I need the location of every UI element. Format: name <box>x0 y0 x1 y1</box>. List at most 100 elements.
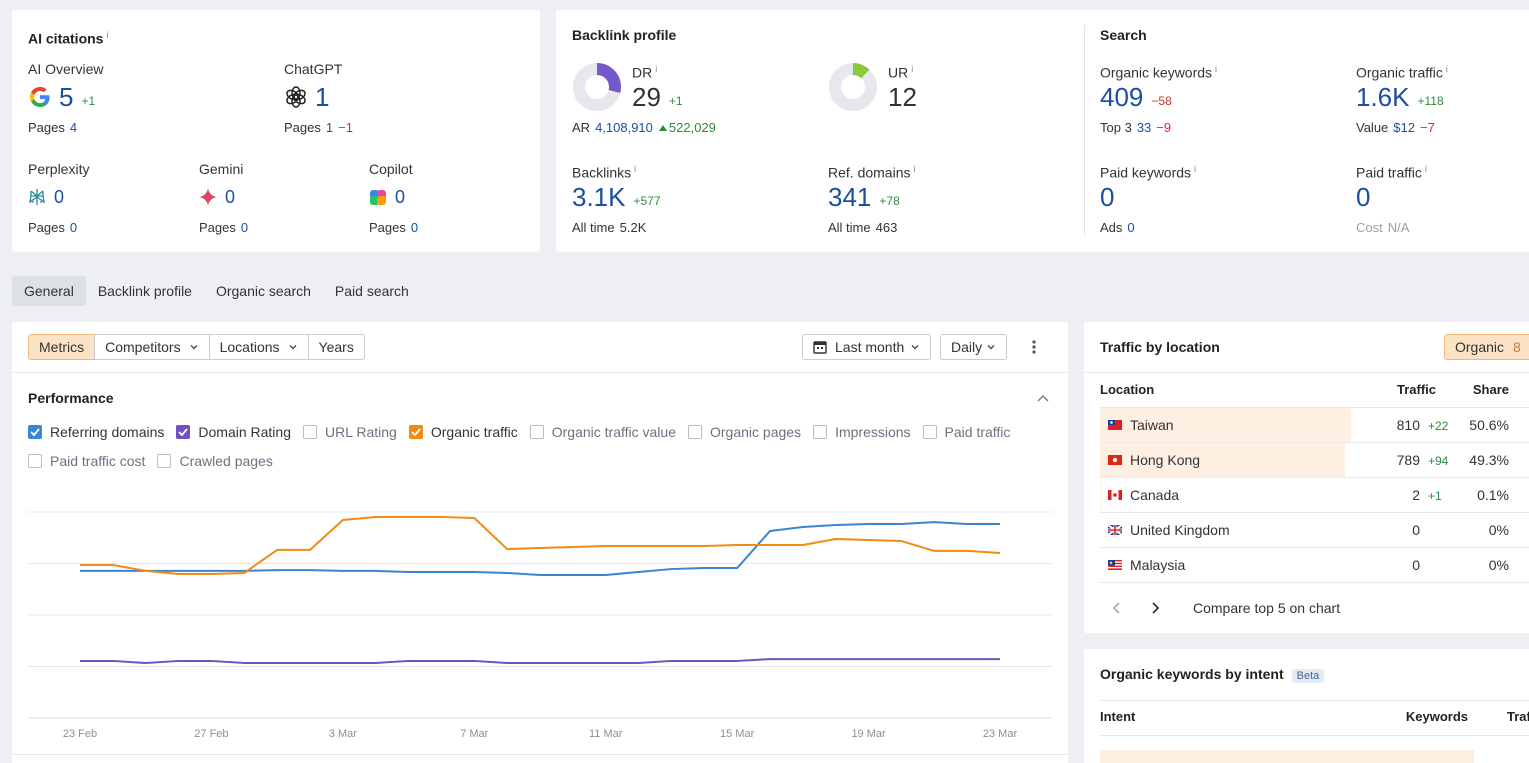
legend-label: Domain Rating <box>198 424 291 440</box>
icon-part <box>1108 560 1122 570</box>
icon-part <box>1108 490 1112 500</box>
icon-part <box>289 345 296 350</box>
metric-value: 0 <box>54 186 65 207</box>
view-button[interactable]: Metrics <box>28 334 96 360</box>
icon-part <box>411 428 421 437</box>
card <box>12 322 1068 763</box>
column-header: Location <box>1100 382 1155 397</box>
icon-part <box>1118 490 1122 500</box>
share-value: 50.6% <box>1469 417 1509 433</box>
metric-checkbox[interactable]: Paid traffic <box>922 423 1010 441</box>
up-arrow <box>658 125 667 131</box>
tab[interactable]: General <box>12 276 86 306</box>
sub-label: All time <box>828 220 871 235</box>
divider <box>12 754 1068 755</box>
compare-link[interactable]: Compare top 5 on chart <box>1193 600 1341 616</box>
checkbox <box>303 425 317 439</box>
view-button[interactable]: Competitors <box>94 334 210 360</box>
card <box>12 10 540 252</box>
interval-button[interactable]: Daily <box>940 334 1007 360</box>
tab[interactable]: Organic search <box>215 283 311 299</box>
sub-label: Pages <box>199 220 236 235</box>
icon-part <box>1109 561 1113 565</box>
metric-checkbox[interactable]: Paid traffic cost <box>28 452 145 470</box>
card <box>1084 649 1529 763</box>
icon-part <box>190 345 198 350</box>
tab[interactable]: Paid search <box>334 283 409 299</box>
traffic-value: 810 <box>1396 417 1420 433</box>
share-value: 49.3% <box>1469 452 1509 468</box>
metric-label: Paid traffic i <box>1356 160 1427 182</box>
sub-label: Pages <box>284 120 321 135</box>
icon-part <box>1112 457 1118 463</box>
divider <box>1100 700 1529 701</box>
icon-part <box>289 345 296 350</box>
filter-count: 8 <box>1513 339 1521 355</box>
tab[interactable]: Backlink profile <box>97 283 192 299</box>
icon-part <box>29 189 45 205</box>
metric-checkbox[interactable]: Organic pages <box>688 423 801 441</box>
info-icon: i <box>106 30 109 40</box>
metric-checkbox[interactable]: Organic traffic <box>408 423 518 441</box>
sub-label: AR <box>572 120 591 135</box>
metric-value: 0 <box>225 186 236 207</box>
metric-value-row: 1.6K +118 <box>1356 81 1444 113</box>
metric-value-row: 0 <box>28 181 64 213</box>
donut <box>829 63 877 111</box>
metric-checkbox[interactable]: Domain Rating <box>176 423 291 441</box>
metric-value: 341 <box>828 181 872 212</box>
donut-arc <box>829 63 877 111</box>
metric-name: Paid keywords <box>1100 164 1192 181</box>
view-label: Years <box>318 339 354 355</box>
interval-label: Daily <box>951 339 983 355</box>
divider <box>1100 735 1529 736</box>
metric-label: Backlinks i <box>572 160 636 182</box>
filter-button[interactable]: Organic 8 <box>1444 334 1529 360</box>
metric-value-row: 12 <box>888 81 917 113</box>
legend-label: Organic traffic value <box>551 424 676 440</box>
metric-name: Paid traffic <box>1356 164 1422 181</box>
metric-sub: All time 5.2K <box>572 219 646 237</box>
metric-checkbox[interactable]: Referring domains <box>28 423 164 441</box>
info-icon: i <box>1215 64 1218 74</box>
checkbox <box>157 454 172 468</box>
icon-part <box>1108 490 1122 500</box>
sub-delta: −1 <box>338 120 353 135</box>
icon-part <box>1032 345 1036 349</box>
view-switcher: Metrics Competitors Locations Years <box>28 334 365 360</box>
card-title: Backlink profile <box>572 26 676 44</box>
metric-checkbox[interactable]: Impressions <box>813 423 911 441</box>
metric-checkbox[interactable]: Crawled pages <box>157 452 273 470</box>
metric-value-row: 409 −58 <box>1100 81 1172 113</box>
info-icon: i <box>634 164 637 174</box>
card-title: AI citations i <box>28 26 108 48</box>
metric-checkbox[interactable]: URL Rating <box>303 423 397 441</box>
icon-part <box>370 190 386 205</box>
view-button[interactable]: Years <box>307 334 365 360</box>
metric-value-row: 0 <box>1100 181 1114 213</box>
traffic-value: 0 <box>1412 557 1420 573</box>
row-divider <box>1100 547 1529 548</box>
icon-part <box>286 89 299 101</box>
metric-checkbox[interactable]: Organic traffic value <box>529 423 676 441</box>
checkbox <box>28 454 42 468</box>
period-button[interactable]: Last month <box>802 334 931 360</box>
icon-part <box>199 188 217 206</box>
next-button <box>1150 601 1160 615</box>
metric-name: ChatGPT <box>284 61 343 77</box>
view-button[interactable]: Locations <box>208 334 309 360</box>
icon-part <box>1037 395 1049 402</box>
metric-sub: Value $12 −7 <box>1356 119 1435 137</box>
metric-name: Gemini <box>199 161 244 177</box>
traffic-delta: +1 <box>1428 489 1442 503</box>
icon-part <box>1152 602 1160 614</box>
icon-part <box>1152 602 1160 614</box>
metric-value-row: 0 <box>199 181 235 213</box>
metric-sub: Cost N/A <box>1356 219 1409 237</box>
metric-sub: Pages 1 −1 <box>284 119 353 137</box>
country: Taiwan <box>1130 417 1174 433</box>
card-title-text: Organic keywords by intent <box>1100 666 1284 682</box>
metric-value: 0 <box>1356 181 1371 212</box>
info-icon: i <box>911 64 914 74</box>
metric-name: UR <box>888 64 909 81</box>
